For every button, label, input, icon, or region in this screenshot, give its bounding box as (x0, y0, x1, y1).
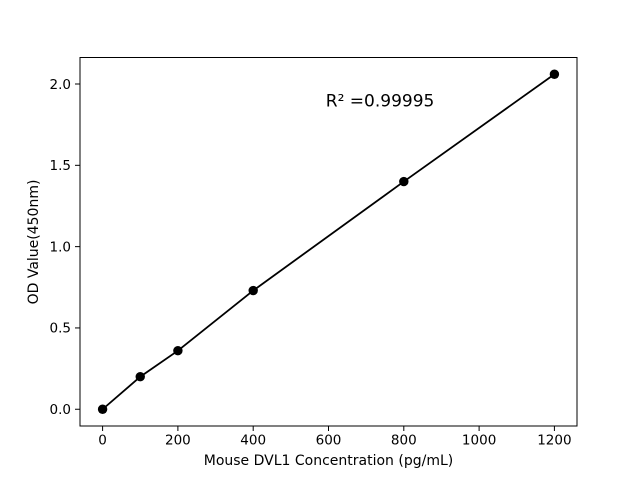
y-tick-label: 0.0 (50, 402, 71, 418)
r-squared-annotation: R² =0.99995 (326, 91, 435, 111)
data-point (97, 404, 108, 414)
data-point (248, 285, 258, 296)
x-tick-label: 800 (391, 433, 417, 449)
data-point (135, 372, 145, 382)
standard-curve-line (101, 73, 556, 411)
x-tick-label: 200 (165, 433, 191, 449)
y-axis-ticks: 0.0 0.5 1.0 1.5 2.0 (50, 77, 80, 418)
y-tick-label: 1.5 (50, 158, 71, 174)
plot-area-border (79, 57, 578, 427)
data-point (549, 69, 560, 79)
x-tick-label: 1200 (537, 433, 571, 449)
y-tick-label: 2.0 (50, 77, 71, 93)
x-tick-label: 400 (240, 433, 266, 449)
y-tick-label: 1.0 (50, 239, 71, 255)
x-axis-label: Mouse DVL1 Concentration (pg/mL) (204, 453, 453, 469)
data-series (97, 69, 560, 414)
x-tick-label: 0 (98, 433, 107, 449)
x-tick-label: 600 (316, 433, 342, 449)
x-axis-ticks: 0 200 400 600 800 1000 1200 (98, 426, 572, 449)
y-axis-label: OD Value(450nm) (26, 180, 42, 305)
x-tick-label: 1000 (462, 433, 496, 449)
y-tick-label: 0.5 (50, 321, 71, 337)
data-point (399, 176, 409, 187)
data-point (173, 346, 183, 356)
